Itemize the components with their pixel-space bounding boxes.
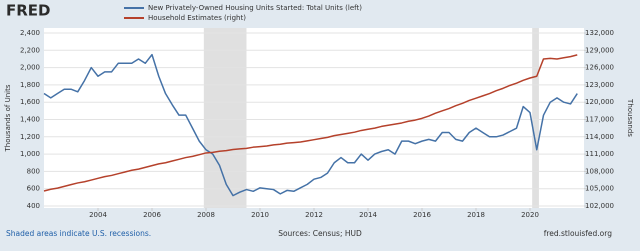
y2-tick-label: 129,000 [585,46,614,54]
legend-label: New Privately-Owned Housing Units Starte… [148,4,362,12]
y-tick-label: 600 [27,185,40,193]
logo[interactable]: FRED [6,2,51,20]
y-tick-label: 1,600 [20,98,40,106]
y-tick-label: 1,400 [20,116,40,124]
recession-band [203,28,247,208]
y2-tick-label: 117,000 [585,116,614,124]
y2-tick-label: 111,000 [585,150,614,158]
y-tick-label: 2,000 [20,64,40,72]
y-axis-title: Thousands of Units [4,84,12,152]
x-tick-label: 2010 [251,211,269,219]
x-tick-label: 2004 [89,211,107,219]
y-tick-label: 400 [27,202,40,210]
y-tick-label: 800 [27,167,40,175]
footer-url[interactable]: fred.stlouisfed.org [544,229,613,238]
y2-tick-label: 105,000 [585,185,614,193]
footer-source: Sources: Census; HUD [278,229,362,238]
series-line [43,53,578,197]
y-tick-label: 2,200 [20,46,40,54]
y2-axis-title: Thousands [626,98,634,137]
footer-note[interactable]: Shaded areas indicate U.S. recessions. [6,229,151,238]
y-tick-label: 1,000 [20,150,40,158]
y2-tick-label: 123,000 [585,81,614,89]
legend-label: Household Estimates (right) [148,14,246,22]
x-tick-label: 2020 [521,211,539,219]
y2-tick-label: 126,000 [585,64,614,72]
recession-band [532,28,539,208]
y2-tick-label: 114,000 [585,133,614,141]
x-tick-label: 2012 [305,211,323,219]
x-tick-label: 2006 [143,211,161,219]
y-tick-label: 2,400 [20,29,40,37]
y2-tick-label: 132,000 [585,29,614,37]
x-tick-label: 2014 [359,211,377,219]
y2-tick-label: 120,000 [585,98,614,106]
x-tick-label: 2008 [197,211,215,219]
plot-area [44,28,584,208]
y2-tick-label: 102,000 [585,202,614,210]
x-tick-label: 2016 [413,211,431,219]
y-tick-label: 1,800 [20,81,40,89]
y-tick-label: 1,200 [20,133,40,141]
y2-tick-label: 108,000 [585,167,614,175]
x-tick-label: 2018 [467,211,485,219]
series-line [43,54,578,192]
